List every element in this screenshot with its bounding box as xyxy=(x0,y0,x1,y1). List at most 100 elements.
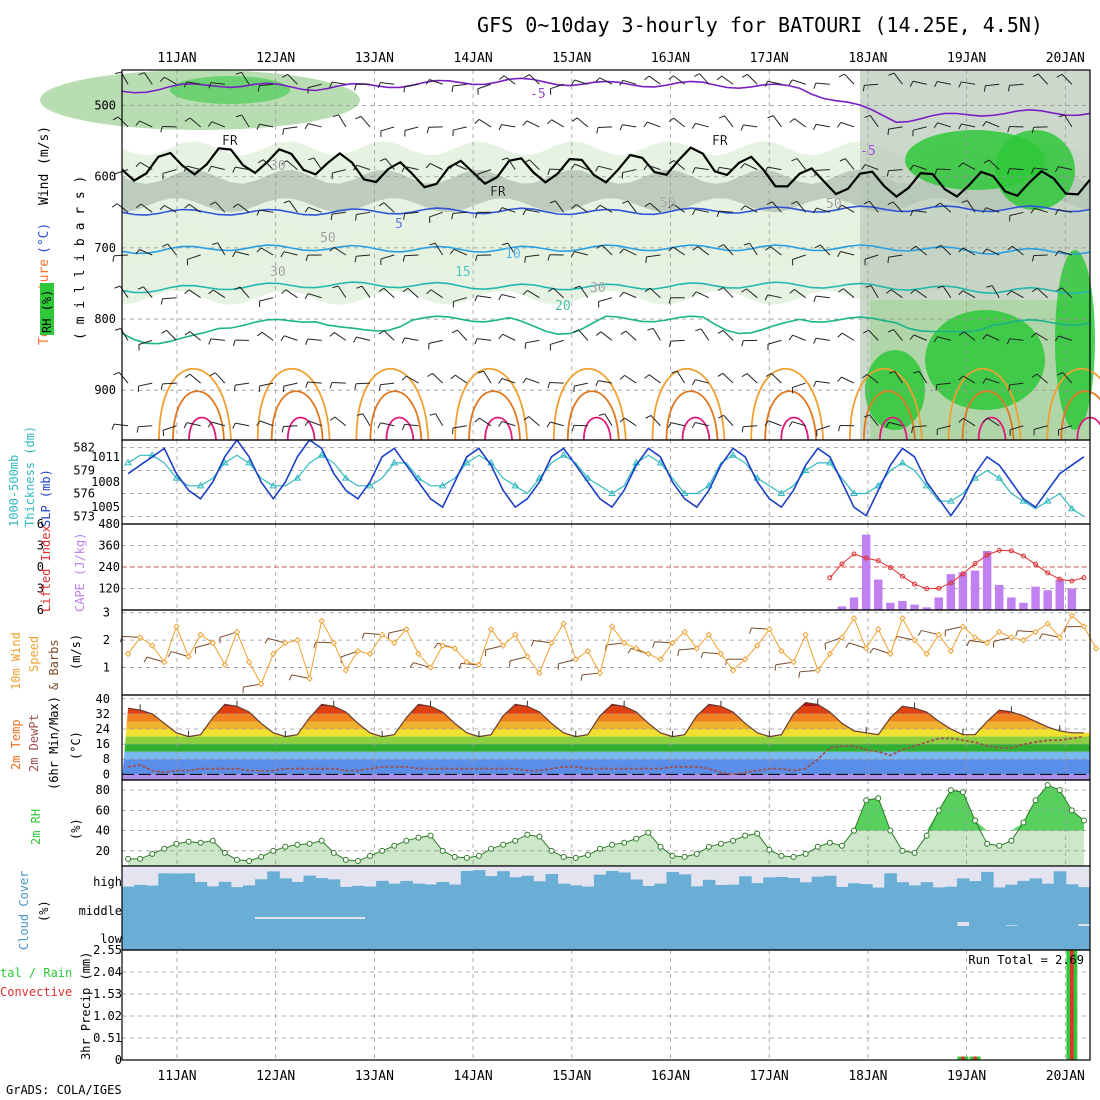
barb-staff xyxy=(284,335,298,341)
barb-flag xyxy=(449,163,455,170)
barb-flag xyxy=(1054,166,1059,173)
precip-conv-bar xyxy=(973,1056,977,1060)
barb-flag xyxy=(257,159,264,164)
wind-barb xyxy=(598,297,613,308)
barb-staff xyxy=(283,126,298,130)
wind-barb xyxy=(546,421,564,428)
barb-flag xyxy=(909,164,914,171)
wind-barb xyxy=(913,370,928,384)
barb-flag xyxy=(429,413,436,416)
warm-isotherm-loop xyxy=(256,368,331,441)
barb-flag xyxy=(549,200,556,204)
barb-flag xyxy=(691,209,696,216)
barb-staff xyxy=(1036,287,1048,299)
barb-flag xyxy=(112,255,115,262)
barb-flag xyxy=(839,158,846,162)
wind-barb xyxy=(619,124,637,131)
wind-barb xyxy=(184,289,201,299)
rh-high-area xyxy=(1011,785,1084,831)
barb-staff xyxy=(356,382,371,385)
barb-flag xyxy=(137,286,144,290)
barb-flag xyxy=(1015,630,1019,637)
warm-isotherm-loop xyxy=(484,416,513,441)
wind-barb xyxy=(380,126,395,137)
barb-staff xyxy=(819,244,831,256)
wind-barb xyxy=(691,208,709,216)
barb-staff xyxy=(483,370,492,384)
barb-staff xyxy=(893,72,903,85)
barb-flag xyxy=(1007,126,1010,133)
barb-flag xyxy=(451,329,458,334)
lifted-index-point xyxy=(984,552,990,558)
wind-barb xyxy=(693,73,710,85)
lifted-index-point xyxy=(936,585,942,591)
barb-flag xyxy=(429,242,436,246)
barb-flag xyxy=(598,413,605,416)
barb-flag xyxy=(501,242,509,246)
barb-staff xyxy=(792,254,806,260)
wind10m-barb xyxy=(361,632,383,639)
barb-flag xyxy=(353,165,358,171)
wind-barb xyxy=(522,120,540,128)
barb-staff xyxy=(162,169,177,174)
rh-high-area xyxy=(841,798,903,831)
contour-label: 15 xyxy=(455,265,471,280)
wind-label3: & Barbs xyxy=(47,639,61,690)
barb-flag xyxy=(764,166,769,173)
barb-staff xyxy=(259,83,274,87)
barb-flag xyxy=(161,329,167,334)
barb-flag xyxy=(477,370,484,374)
barb-flag xyxy=(813,124,817,130)
barb-flag xyxy=(523,416,530,421)
barb-flag xyxy=(208,82,212,89)
lifted-index-point xyxy=(924,586,930,592)
barb-flag xyxy=(313,642,317,649)
rh-point xyxy=(1032,797,1039,804)
cloud-mid-bar xyxy=(763,892,776,950)
barb-staff xyxy=(1012,245,1024,256)
barb-flag xyxy=(208,289,214,295)
wind-barb xyxy=(718,115,734,128)
barb-flag xyxy=(402,287,409,293)
cloud-low-bar xyxy=(1077,926,1091,950)
cloud-high-bar xyxy=(315,878,329,892)
barb-staff xyxy=(340,650,359,658)
barb-staff xyxy=(453,163,468,171)
wind-speed-point xyxy=(378,631,386,638)
barb-flag xyxy=(433,642,438,649)
barb-flag xyxy=(574,285,581,289)
cloud-mid-bar xyxy=(884,892,897,950)
barb-flag xyxy=(644,202,651,207)
rh-point xyxy=(415,834,422,841)
precip-tick: 0.51 xyxy=(93,1031,122,1045)
wind-speed-point xyxy=(1020,636,1027,644)
wind-barb xyxy=(452,297,467,308)
barb-flag xyxy=(643,121,648,128)
cape-bar xyxy=(922,607,931,610)
cloud-mid-bar xyxy=(666,892,680,950)
barb-staff xyxy=(308,420,322,427)
precip-label2: Convective xyxy=(0,985,72,999)
thickness-point xyxy=(777,489,786,496)
cloud-mid-bar xyxy=(424,892,438,950)
isotherm-line xyxy=(121,244,1091,255)
barb-staff xyxy=(962,247,976,256)
barb-flag xyxy=(330,214,333,221)
wind-barb xyxy=(958,247,976,256)
barb-staff xyxy=(767,294,782,299)
cloud-high-bar xyxy=(194,881,208,892)
barb-flag xyxy=(863,200,870,205)
warm-isotherm-loop xyxy=(286,416,316,441)
barb-staff xyxy=(1011,290,1024,299)
barb-staff xyxy=(138,382,153,387)
barb-flag xyxy=(668,160,675,165)
barb-staff xyxy=(969,640,988,644)
barb-staff xyxy=(767,339,782,345)
barb-flag xyxy=(524,256,527,263)
barb-staff xyxy=(404,337,419,341)
rh-point xyxy=(342,856,349,863)
cloud-high-bar xyxy=(811,876,825,892)
barb-staff xyxy=(259,123,274,128)
barb-staff xyxy=(699,73,710,85)
